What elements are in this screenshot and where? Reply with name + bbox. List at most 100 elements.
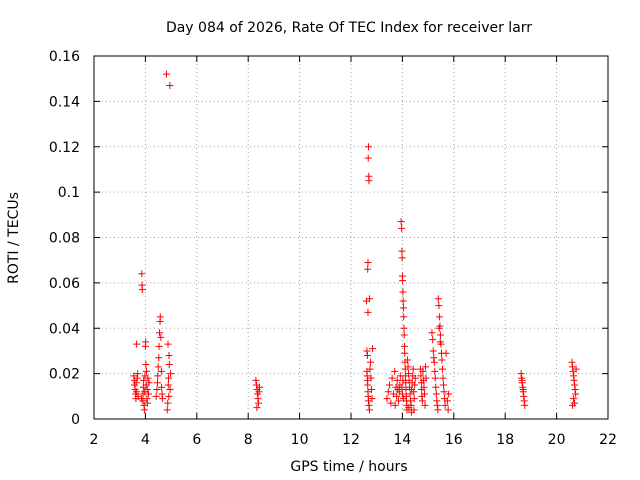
data-point (367, 374, 375, 382)
data-point (158, 390, 166, 398)
data-point (391, 401, 399, 409)
data-point (432, 383, 440, 391)
data-point (154, 372, 162, 380)
data-point (388, 374, 396, 382)
data-point (439, 374, 447, 382)
data-point (570, 372, 578, 380)
data-point (162, 70, 170, 78)
data-point (571, 381, 579, 389)
data-point (405, 370, 413, 378)
data-point (152, 392, 160, 400)
data-point (159, 395, 167, 403)
data-point (133, 340, 141, 348)
data-point (410, 388, 418, 396)
data-point (398, 247, 406, 255)
data-point (441, 401, 449, 409)
data-point (433, 401, 441, 409)
data-point (422, 374, 430, 382)
data-point (364, 381, 372, 389)
y-tick-label: 0.04 (49, 321, 80, 337)
data-point (165, 392, 173, 400)
data-point (438, 365, 446, 373)
y-tick-label: 0.12 (49, 140, 80, 156)
data-point (438, 356, 446, 364)
data-point (133, 374, 141, 382)
data-point (419, 367, 427, 375)
data-point (569, 401, 577, 409)
data-point (410, 395, 418, 403)
data-point (364, 143, 372, 151)
data-point (571, 386, 579, 394)
data-point (431, 367, 439, 375)
x-tick-label: 4 (141, 432, 150, 448)
data-point (157, 333, 165, 341)
x-tick-label: 16 (445, 432, 463, 448)
data-point (363, 351, 371, 359)
data-point (411, 381, 419, 389)
data-point (366, 365, 374, 373)
data-point (435, 324, 443, 332)
data-point (140, 376, 148, 384)
data-point (406, 390, 414, 398)
data-point (400, 331, 408, 339)
data-point (138, 286, 146, 294)
data-point (397, 218, 405, 226)
data-points (130, 70, 580, 416)
data-point (429, 347, 437, 355)
data-point (252, 376, 260, 384)
data-point (570, 395, 578, 403)
data-point (395, 397, 403, 405)
data-point (568, 358, 576, 366)
data-point (434, 295, 442, 303)
data-point (399, 288, 407, 296)
data-point (436, 331, 444, 339)
data-point (400, 313, 408, 321)
data-point (411, 374, 419, 382)
data-point (421, 390, 429, 398)
data-point (399, 304, 407, 312)
data-point (254, 395, 262, 403)
data-point (140, 406, 148, 414)
data-point (144, 390, 152, 398)
y-tick-label: 0.14 (49, 94, 80, 110)
data-point (398, 254, 406, 262)
data-point (433, 397, 441, 405)
data-point (368, 395, 376, 403)
data-point (155, 342, 163, 350)
data-point (364, 154, 372, 162)
data-point (421, 401, 429, 409)
data-point (443, 397, 451, 405)
data-point (399, 395, 407, 403)
data-point (154, 363, 162, 371)
data-point (386, 381, 394, 389)
data-point (138, 270, 146, 278)
data-point (434, 406, 442, 414)
data-point (383, 395, 391, 403)
data-point (399, 297, 407, 305)
data-point (409, 365, 417, 373)
data-point (166, 81, 174, 89)
data-point (518, 376, 526, 384)
data-point (364, 397, 372, 405)
y-tick-label: 0.16 (49, 49, 80, 65)
x-tick-label: 14 (393, 432, 411, 448)
data-point (398, 390, 406, 398)
x-tick-label: 22 (599, 432, 617, 448)
data-point (429, 336, 437, 344)
data-point (387, 399, 395, 407)
y-tick-label: 0 (71, 412, 80, 428)
data-point (145, 379, 153, 387)
data-point (404, 356, 412, 364)
data-point (255, 388, 263, 396)
data-point (156, 313, 164, 321)
y-tick-label: 0.06 (49, 276, 80, 292)
x-tick-label: 2 (90, 432, 99, 448)
data-point (393, 392, 401, 400)
data-point (418, 397, 426, 405)
data-point (142, 338, 150, 346)
data-point (436, 338, 444, 346)
data-point (254, 399, 262, 407)
data-point (143, 386, 151, 394)
data-point (391, 367, 399, 375)
data-point (399, 376, 407, 384)
